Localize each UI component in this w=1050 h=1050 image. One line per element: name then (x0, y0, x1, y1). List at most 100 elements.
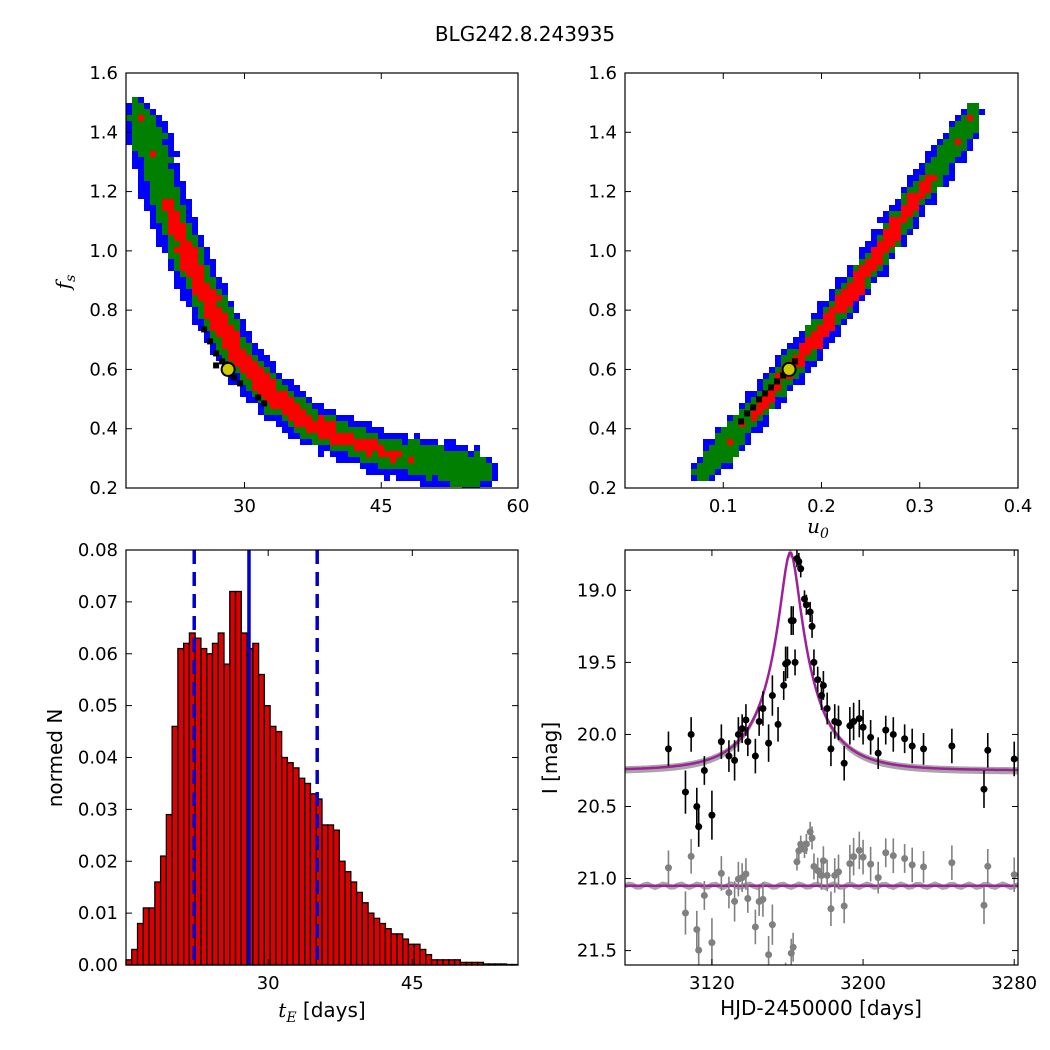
histogram-bar (217, 632, 225, 966)
green-contour-cell (901, 223, 907, 229)
blue-contour-cell (216, 283, 222, 289)
red-contour-cell (240, 349, 246, 355)
blue-contour-cell (931, 145, 937, 151)
red-contour-cell (883, 247, 889, 253)
histogram-bar (136, 922, 144, 966)
residual-point (846, 860, 854, 868)
blue-contour-cell (174, 181, 180, 187)
green-contour-cell (793, 373, 799, 379)
blue-contour-cell (294, 433, 300, 439)
red-contour-cell (222, 319, 228, 325)
data-point (808, 622, 816, 630)
red-contour-cell (270, 391, 276, 397)
green-contour-cell (174, 265, 180, 271)
blue-contour-cell (931, 193, 937, 199)
blue-contour-cell (288, 433, 294, 439)
blue-contour-cell (138, 163, 144, 169)
red-contour-cell (264, 385, 270, 391)
green-contour-cell (156, 133, 162, 139)
red-contour-cell (288, 403, 294, 409)
blue-contour-cell (979, 109, 985, 115)
residual-point (827, 905, 835, 913)
green-contour-cell (138, 145, 144, 151)
blue-contour-cell (853, 301, 859, 307)
histogram-bar (419, 948, 427, 966)
histogram-bar (425, 953, 433, 966)
model-uncertainty-band (625, 550, 1018, 775)
green-contour-cell (955, 151, 961, 157)
green-contour-cell (967, 109, 973, 115)
histogram-bar (327, 824, 335, 966)
blue-contour-cell (805, 361, 811, 367)
green-contour-cell (697, 475, 703, 481)
green-contour-cell (745, 421, 751, 427)
green-contour-cell (150, 145, 156, 151)
histogram-bar (148, 907, 156, 966)
y-tick-label: 0.06 (78, 644, 118, 665)
red-contour-cell (799, 361, 805, 367)
residual-point (867, 860, 875, 868)
green-contour-cell (162, 169, 168, 175)
red-contour-cell (204, 289, 210, 295)
green-contour-cell (324, 439, 330, 445)
y-tick-label: 1.4 (588, 122, 617, 143)
red-contour-cell (829, 325, 835, 331)
histogram-bar (142, 907, 150, 966)
blue-contour-cell (258, 409, 264, 415)
blue-contour-cell (156, 241, 162, 247)
red-contour-cell (366, 451, 372, 457)
blue-contour-cell (186, 211, 192, 217)
green-contour-cell (336, 445, 342, 451)
blue-contour-cell (817, 355, 823, 361)
green-contour-cell (420, 457, 426, 463)
green-contour-cell (408, 463, 414, 469)
green-contour-cell (480, 457, 486, 463)
blue-contour-cell (144, 199, 150, 205)
red-contour-cell (907, 193, 913, 199)
red-contour-cell (883, 229, 889, 235)
green-contour-cell (402, 445, 408, 451)
green-contour-cell (787, 355, 793, 361)
red-contour-cell (216, 325, 222, 331)
red-contour-cell (276, 403, 282, 409)
blue-contour-cell (138, 175, 144, 181)
blue-contour-cell (745, 397, 751, 403)
green-contour-cell (204, 277, 210, 283)
green-contour-cell (198, 301, 204, 307)
green-contour-cell (432, 463, 438, 469)
blue-contour-cell (739, 445, 745, 451)
histogram-bar (269, 725, 277, 966)
blue-contour-cell (288, 427, 294, 433)
blue-contour-cell (138, 181, 144, 187)
blue-contour-cell (781, 349, 787, 355)
green-contour-cell (462, 475, 468, 481)
red-contour-cell (751, 409, 757, 415)
green-contour-cell (198, 313, 204, 319)
data-point (802, 601, 810, 609)
y-tick-label: 19.0 (577, 580, 617, 601)
blue-contour-cell (156, 223, 162, 229)
green-contour-cell (156, 187, 162, 193)
red-contour-cell (150, 151, 156, 157)
blue-contour-cell (402, 433, 408, 439)
red-contour-cell (757, 403, 763, 409)
blue-contour-cell (150, 211, 156, 217)
green-contour-cell (180, 205, 186, 211)
red-contour-cell (330, 421, 336, 427)
red-contour-cell (955, 139, 961, 145)
green-contour-cell (174, 193, 180, 199)
blue-contour-cell (156, 115, 162, 121)
green-contour-cell (474, 475, 480, 481)
red-contour-cell (354, 445, 360, 451)
data-point (664, 745, 672, 753)
red-contour-cell (865, 271, 871, 277)
residual-point (681, 909, 689, 917)
blue-contour-cell (198, 235, 204, 241)
data-point (717, 738, 725, 746)
red-contour-cell (198, 277, 204, 283)
green-contour-cell (300, 427, 306, 433)
red-contour-cell (775, 373, 781, 379)
blue-contour-cell (258, 403, 264, 409)
red-contour-cell (198, 289, 204, 295)
red-contour-cell (793, 355, 799, 361)
